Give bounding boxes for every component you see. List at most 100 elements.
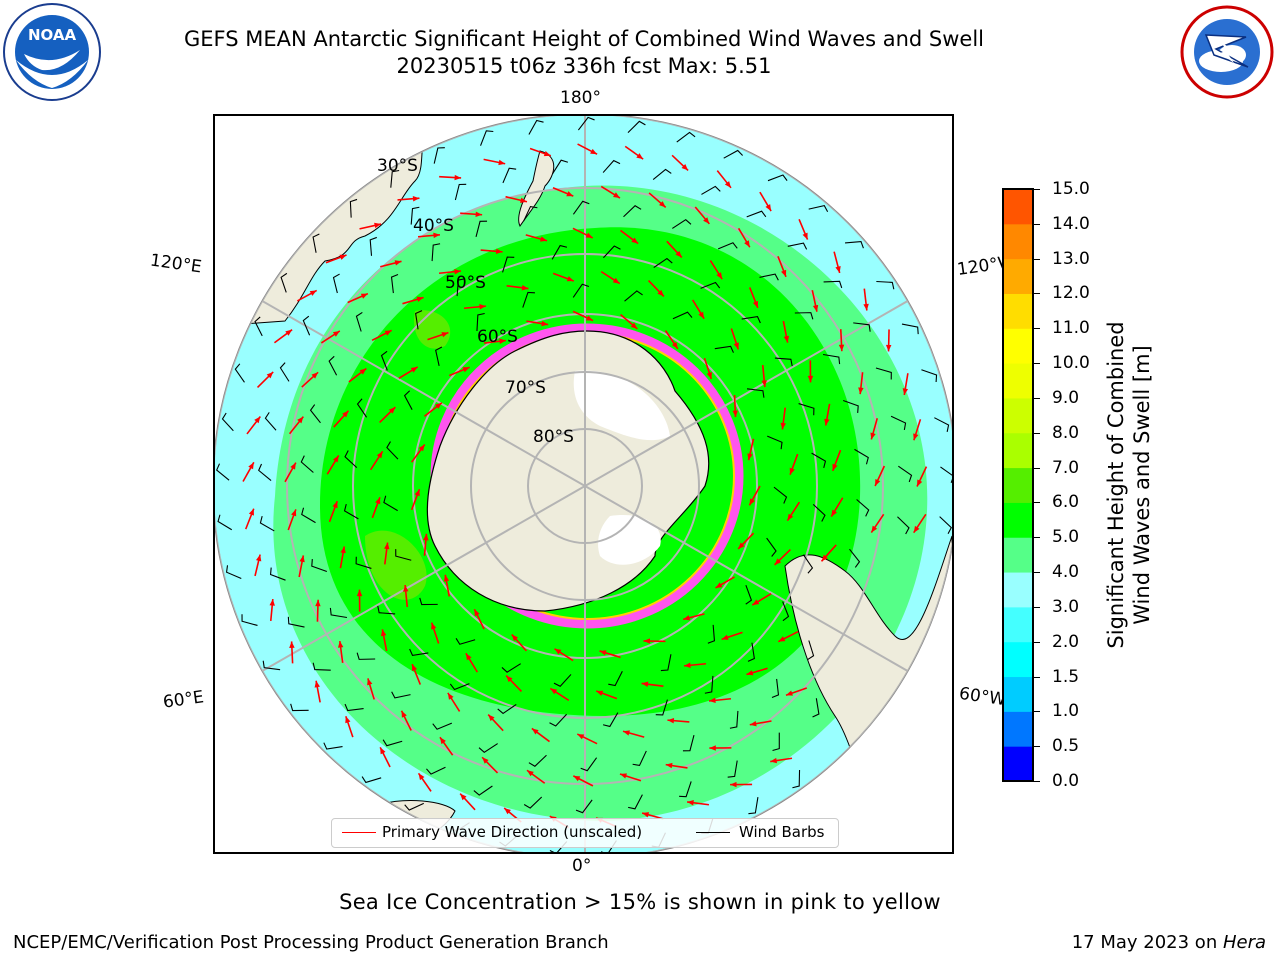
wave-arrow-head (384, 542, 390, 550)
colorbar-tick-label: 0.5 (1052, 736, 1080, 757)
wind-barb (312, 662, 331, 671)
wave-arrow-head (337, 641, 344, 648)
wind-barb (812, 504, 826, 522)
wave-arrow-head (290, 462, 296, 470)
wave-arrow-head (871, 525, 878, 533)
wave-arrow-head (418, 444, 425, 452)
wave-arrow-head (573, 775, 581, 782)
wave-arrow-head (439, 737, 446, 745)
wave-arrow-head (681, 163, 689, 171)
wind-barb (655, 699, 668, 716)
map-legend: Primary Wave Direction (unscaled) Wind B… (331, 818, 839, 848)
wind-barb (774, 357, 793, 367)
wind-barb (435, 346, 443, 367)
wind-barb (258, 463, 272, 481)
wave-arrow-head (333, 455, 339, 463)
lon-label-120e: 120°E (148, 250, 203, 278)
lat-label-50s: 50°S (445, 273, 486, 293)
wave-arrow-head (506, 675, 513, 683)
wave-arrow-head (269, 599, 275, 606)
colorbar-tick-mark (1034, 293, 1040, 295)
wave-arrow-head (543, 151, 551, 157)
wave-arrow-head (761, 380, 767, 387)
wave-arrow-head (917, 479, 923, 487)
colorbar-tick-mark (1034, 711, 1040, 713)
wind-barb (311, 559, 328, 573)
wave-arrow-head (566, 191, 574, 197)
colorbar-tick-label: 6.0 (1052, 492, 1080, 513)
wind-barb (344, 703, 364, 712)
wind-barb (854, 448, 869, 465)
wave-arrow-head (835, 266, 841, 273)
wind-barb (552, 159, 569, 175)
wave-arrow-head (309, 290, 317, 296)
wind-barb (301, 507, 316, 524)
lat-label-40s: 40°S (413, 216, 454, 236)
wind-barb (380, 350, 388, 371)
colorbar-cell (1003, 641, 1033, 678)
wave-arrow-head (474, 609, 480, 617)
wind-barb (480, 130, 494, 146)
colorbar-cell (1003, 432, 1033, 469)
chart-title: GEFS MEAN Antarctic Significant Height o… (183, 27, 985, 51)
wave-arrow-head (724, 181, 732, 188)
colorbar-cell (1003, 397, 1033, 434)
wind-barb (356, 398, 368, 418)
wave-arrow-head (858, 387, 864, 395)
wind-barb (845, 241, 864, 249)
wave-arrow-head (465, 653, 472, 661)
footer-host: Hera (1222, 932, 1266, 953)
wind-barb (528, 754, 547, 767)
wave-arrow-head (488, 714, 495, 722)
wave-arrow-head (340, 546, 346, 554)
wind-barb (344, 450, 358, 468)
wave-arrow-head (401, 710, 407, 718)
wind-barb (386, 441, 399, 460)
wind-barb (390, 169, 400, 188)
wind-barb (426, 766, 446, 775)
wind-barb (551, 244, 568, 260)
wave-arrow-head (297, 416, 304, 424)
colorbar-tick-label: 13.0 (1052, 248, 1090, 269)
wave-arrow-head (631, 237, 639, 244)
wind-barb (766, 537, 777, 557)
wave-arrow-head (671, 341, 678, 349)
wave-arrow-head (541, 320, 549, 327)
wave-arrow-head (789, 467, 795, 475)
wave-arrow-head (623, 730, 630, 736)
wind-barb (771, 678, 780, 699)
noaa-logo: NOAA (3, 3, 101, 101)
chart-subtitle: 20230515 t06z 336h fcst Max: 5.51 (396, 54, 772, 78)
wave-arrow-head (870, 432, 876, 440)
wind-barb (747, 642, 755, 662)
wave-arrow-head (687, 800, 694, 806)
wind-barb (390, 273, 399, 294)
colorbar-tick-label: 4.0 (1052, 562, 1080, 583)
wind-barb (727, 760, 738, 778)
wave-arrow-head (311, 372, 319, 379)
wave-arrow-head (586, 315, 594, 321)
wind-barb (627, 120, 646, 134)
wave-arrow-head (613, 192, 620, 199)
colorbar-cell (1003, 537, 1033, 573)
wind-barb (723, 149, 744, 159)
wind-barb (823, 280, 843, 289)
wind-barb (577, 116, 595, 131)
wind-barb (741, 316, 761, 324)
wind-barb (241, 614, 258, 626)
wind-barb (497, 703, 517, 715)
wave-arrow-head (683, 615, 691, 621)
wind-barb (700, 281, 721, 289)
wind-barb (787, 242, 808, 250)
colorbar-tick-mark (1034, 606, 1040, 608)
colorbar-cell (1003, 746, 1033, 782)
wave-arrow-head (314, 680, 320, 688)
wind-barb (652, 168, 672, 180)
legend-wave-label: Primary Wave Direction (unscaled) (382, 823, 643, 841)
wave-arrow-head (266, 371, 274, 379)
lon-label-180: 180° (560, 88, 601, 108)
legend-wave-swatch (342, 832, 376, 833)
wind-barb (890, 415, 907, 431)
colorbar-tick-mark (1034, 467, 1040, 469)
wind-barb (328, 355, 338, 376)
